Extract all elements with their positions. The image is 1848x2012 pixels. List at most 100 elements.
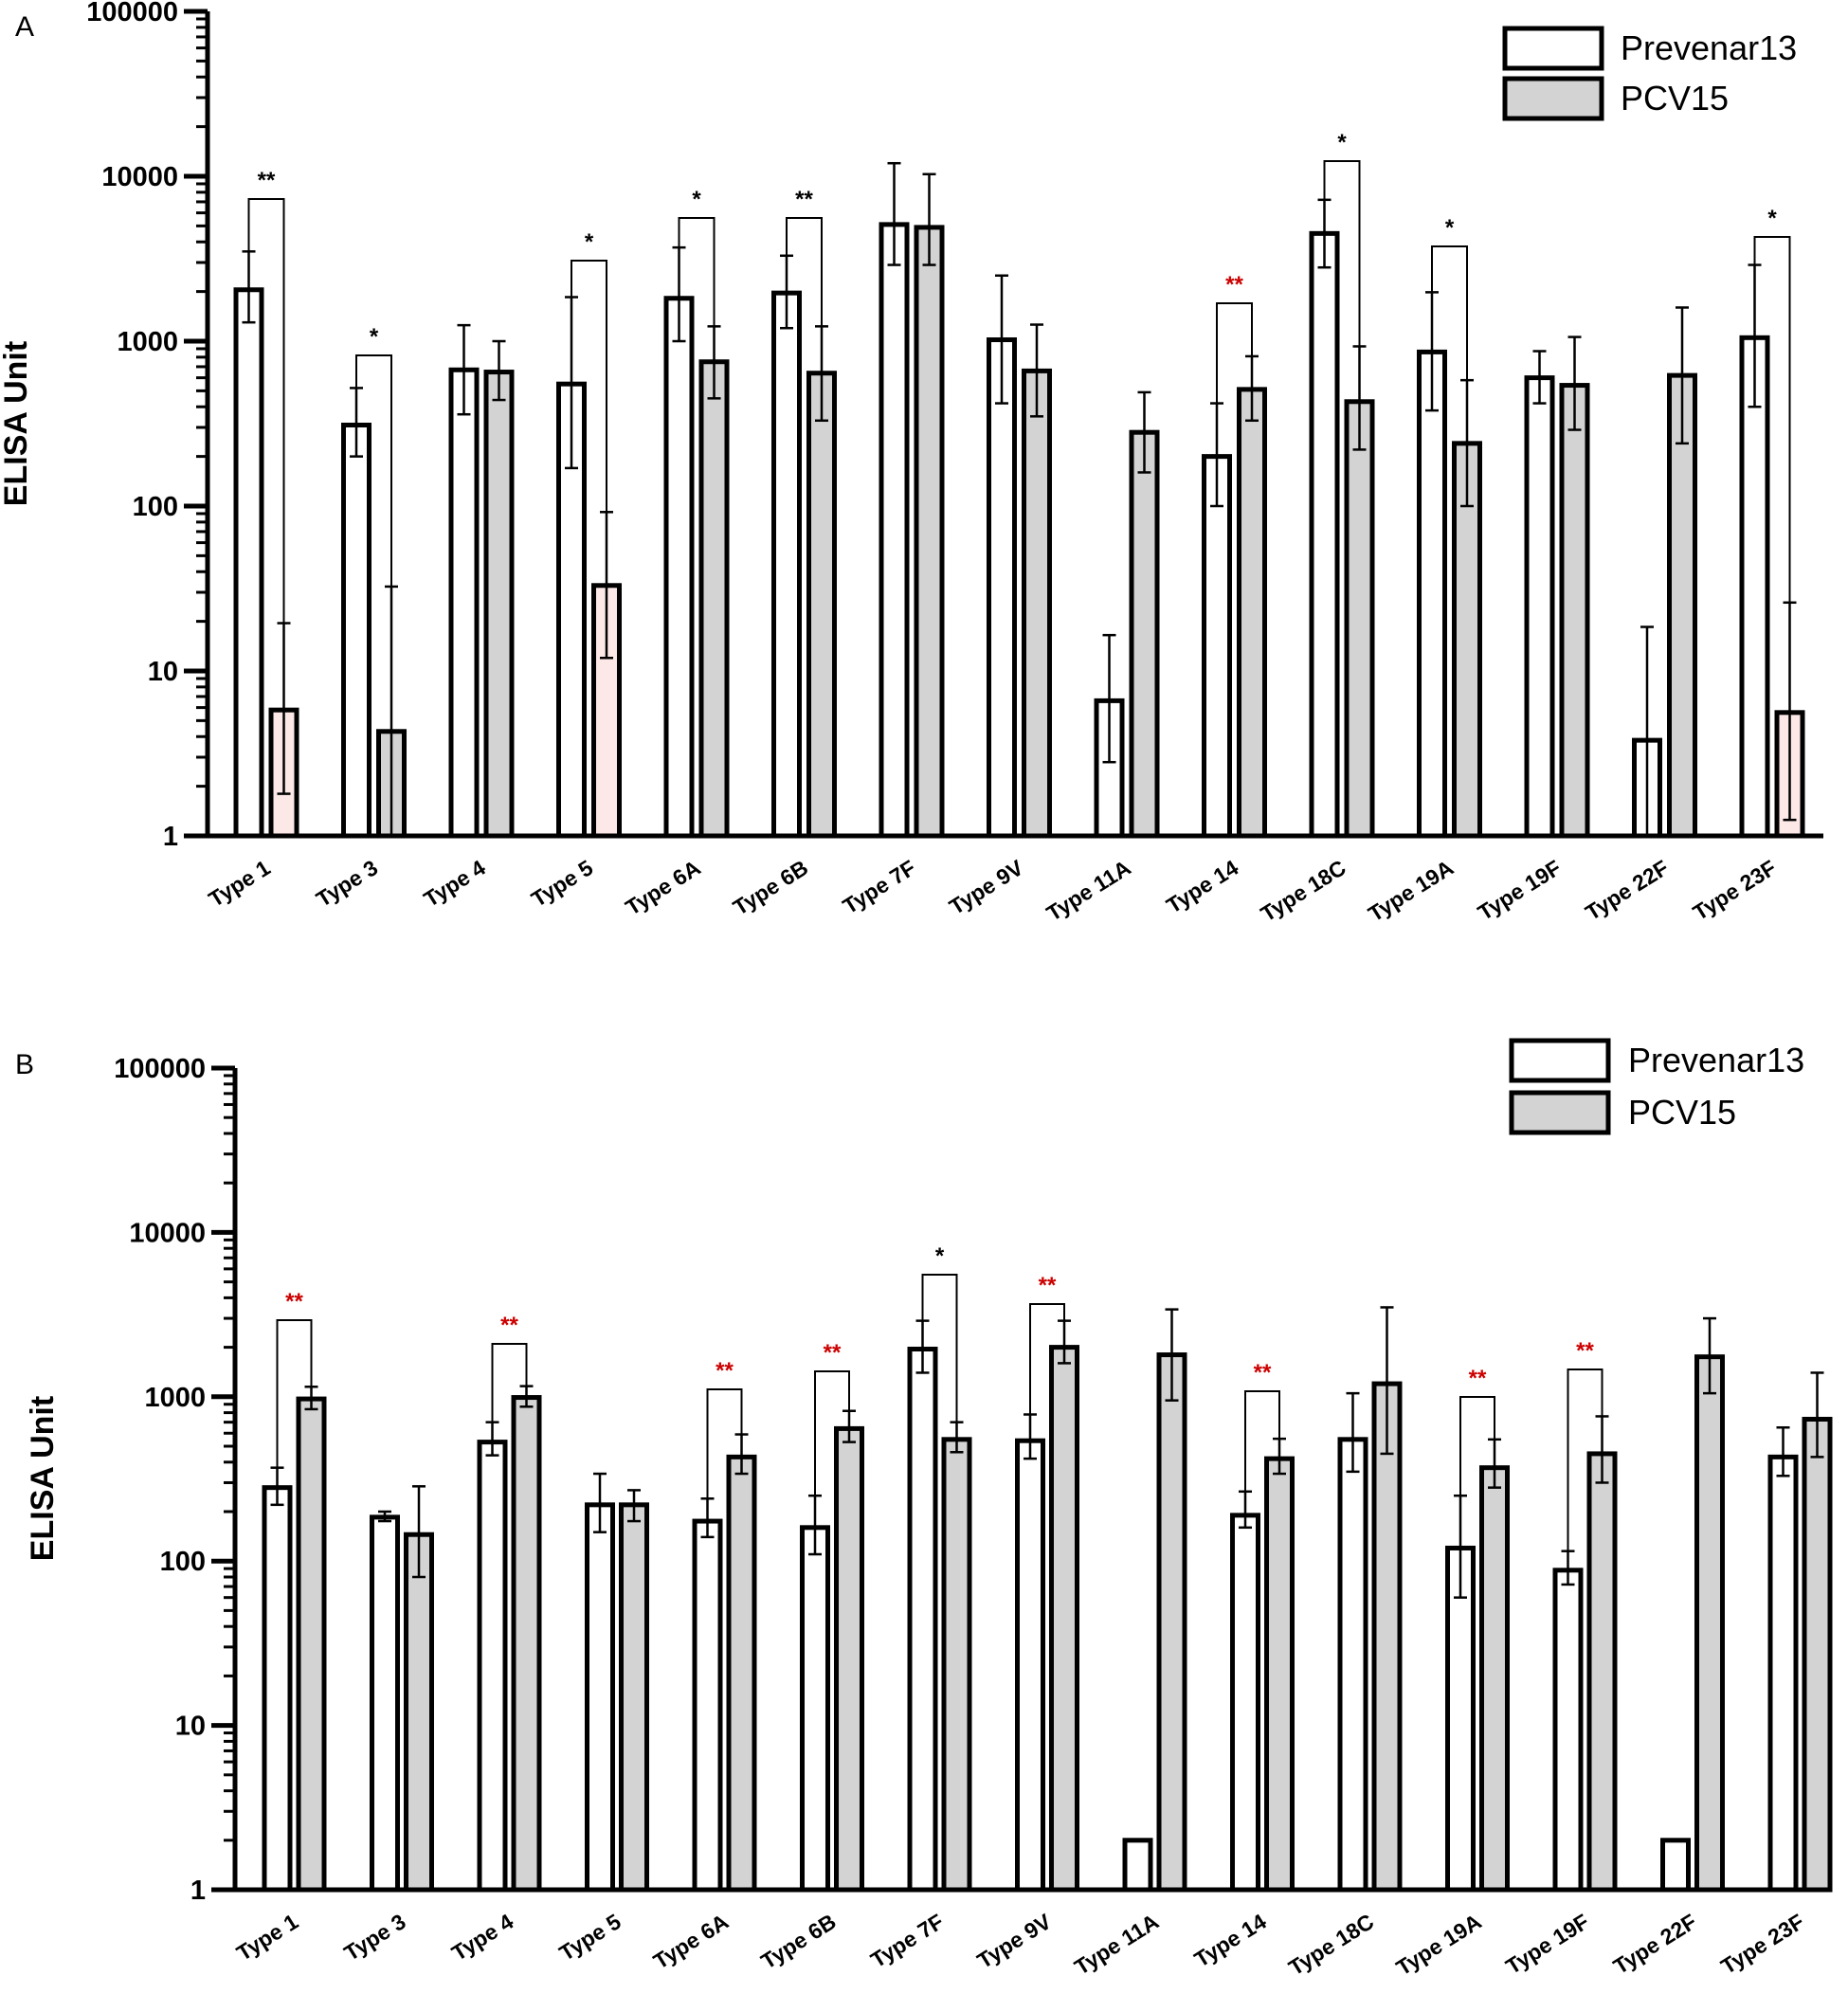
bar-prevenar13: [1122, 1838, 1153, 1893]
bar-pcv15: [1129, 429, 1160, 839]
y-tick-label: 1000: [144, 1383, 206, 1413]
y-tick-label: 1000: [117, 327, 178, 357]
significance-bracket: [1216, 302, 1253, 451]
bar-prevenar13: [1524, 375, 1555, 839]
significance-label: *: [585, 229, 594, 255]
bar-prevenar13: [448, 367, 480, 839]
significance-label: *: [1445, 215, 1455, 241]
legend-swatch-prevenar13: [1509, 1038, 1611, 1083]
bar-pcv15: [1452, 441, 1482, 839]
significance-bracket: [1029, 1303, 1065, 1436]
significance-bracket: [706, 1388, 743, 1516]
bar-pcv15: [698, 359, 730, 839]
x-tick-label: Type 3: [340, 1909, 410, 1966]
y-tick-label: 100000: [114, 1054, 206, 1084]
significance-bracket: [814, 1370, 850, 1522]
x-tick-label: Type 23F: [1689, 855, 1781, 925]
panel-label: A: [15, 11, 34, 43]
panel-label: B: [15, 1049, 34, 1080]
legend-swatch-pcv15: [1509, 1090, 1611, 1135]
legend-label-prevenar13: Prevenar13: [1621, 28, 1797, 67]
x-tick-label: Type 6A: [649, 1909, 733, 1974]
bar-prevenar13: [1660, 1838, 1691, 1893]
bar-pcv15: [1694, 1354, 1725, 1893]
x-tick-label: Type 7F: [866, 1909, 948, 1972]
significance-label: **: [1576, 1338, 1594, 1364]
x-tick-label: Type 14: [1190, 1909, 1271, 1972]
x-tick-label: Type 23F: [1716, 1909, 1808, 1979]
bar-pcv15: [1264, 1456, 1295, 1893]
y-tick-label: 100: [160, 1547, 206, 1577]
x-tick-label: Type 22F: [1609, 1909, 1701, 1979]
significance-bracket: [1753, 236, 1791, 707]
x-tick-label: Type 7F: [839, 855, 920, 918]
x-tick-label: Type 4: [420, 855, 490, 912]
bar-pcv15: [404, 1532, 434, 1893]
bar-pcv15: [914, 225, 945, 839]
x-tick-label: Type 9V: [945, 855, 1028, 919]
bar-prevenar13: [233, 287, 264, 839]
significance-bracket: [921, 1274, 958, 1434]
legend-label-pcv15: PCV15: [1621, 79, 1729, 118]
x-tick-label: Type 18C: [1284, 1909, 1378, 1980]
bar-pcv15: [511, 1395, 542, 1893]
bar-prevenar13: [1445, 1545, 1476, 1893]
bar-pcv15: [296, 1396, 327, 1893]
x-tick-label: Type 6B: [756, 1909, 840, 1974]
x-tick-label: Type 4: [447, 1909, 517, 1966]
significance-label: **: [500, 1313, 518, 1338]
x-tick-label: Type 19F: [1501, 1909, 1593, 1979]
bar-prevenar13: [1417, 349, 1447, 839]
significance-bracket: [571, 260, 607, 580]
bar-pcv15: [834, 1425, 864, 1893]
significance-label: *: [692, 187, 701, 212]
bar-pcv15: [1479, 1465, 1510, 1893]
x-tick-label: Type 6A: [621, 855, 704, 920]
significance-label: **: [285, 1289, 303, 1314]
significance-label: **: [1225, 272, 1243, 298]
x-tick-label: Type 1: [205, 855, 275, 912]
bar-pcv15: [619, 1502, 649, 1893]
bar-prevenar13: [1230, 1513, 1260, 1893]
significance-label: **: [1254, 1360, 1272, 1386]
x-tick-label: Type 19A: [1364, 855, 1458, 926]
x-tick-label: Type 19A: [1392, 1909, 1486, 1980]
y-tick-label: 10000: [129, 1218, 206, 1248]
y-tick-label: 10: [175, 1712, 206, 1742]
significance-bracket: [1459, 1396, 1495, 1543]
significance-label: **: [824, 1340, 842, 1366]
significance-label: **: [795, 187, 813, 212]
significance-bracket: [355, 354, 392, 726]
bar-prevenar13: [771, 290, 802, 839]
bar-prevenar13: [1309, 230, 1340, 839]
bar-prevenar13: [341, 423, 371, 839]
x-tick-label: Type 6B: [729, 855, 812, 920]
bar-prevenar13: [1015, 1438, 1045, 1893]
significance-bracket: [786, 217, 823, 368]
bar-prevenar13: [1739, 335, 1770, 839]
x-tick-label: Type 1: [232, 1909, 302, 1966]
significance-label: **: [258, 168, 276, 193]
bar-prevenar13: [262, 1485, 293, 1893]
significance-bracket: [1567, 1369, 1603, 1565]
significance-bracket: [1431, 245, 1468, 438]
y-tick-label: 10: [148, 657, 178, 687]
x-tick-label: Type 14: [1162, 855, 1242, 918]
bar-prevenar13: [879, 222, 910, 839]
bar-pcv15: [483, 370, 515, 839]
bar-pcv15: [1559, 383, 1590, 839]
bar-prevenar13: [800, 1525, 830, 1893]
x-tick-label: Type 11A: [1070, 1909, 1163, 1980]
significance-label: *: [370, 324, 379, 350]
y-tick-label: 10000: [101, 162, 178, 192]
significance-label: **: [716, 1358, 734, 1384]
legend-swatch-pcv15: [1502, 76, 1604, 121]
x-tick-label: Type 11A: [1042, 855, 1135, 926]
bar-pcv15: [1344, 399, 1375, 839]
bar-prevenar13: [987, 337, 1017, 839]
bar-prevenar13: [1337, 1437, 1368, 1893]
significance-bracket: [247, 198, 285, 705]
x-tick-label: Type 18C: [1257, 855, 1350, 926]
